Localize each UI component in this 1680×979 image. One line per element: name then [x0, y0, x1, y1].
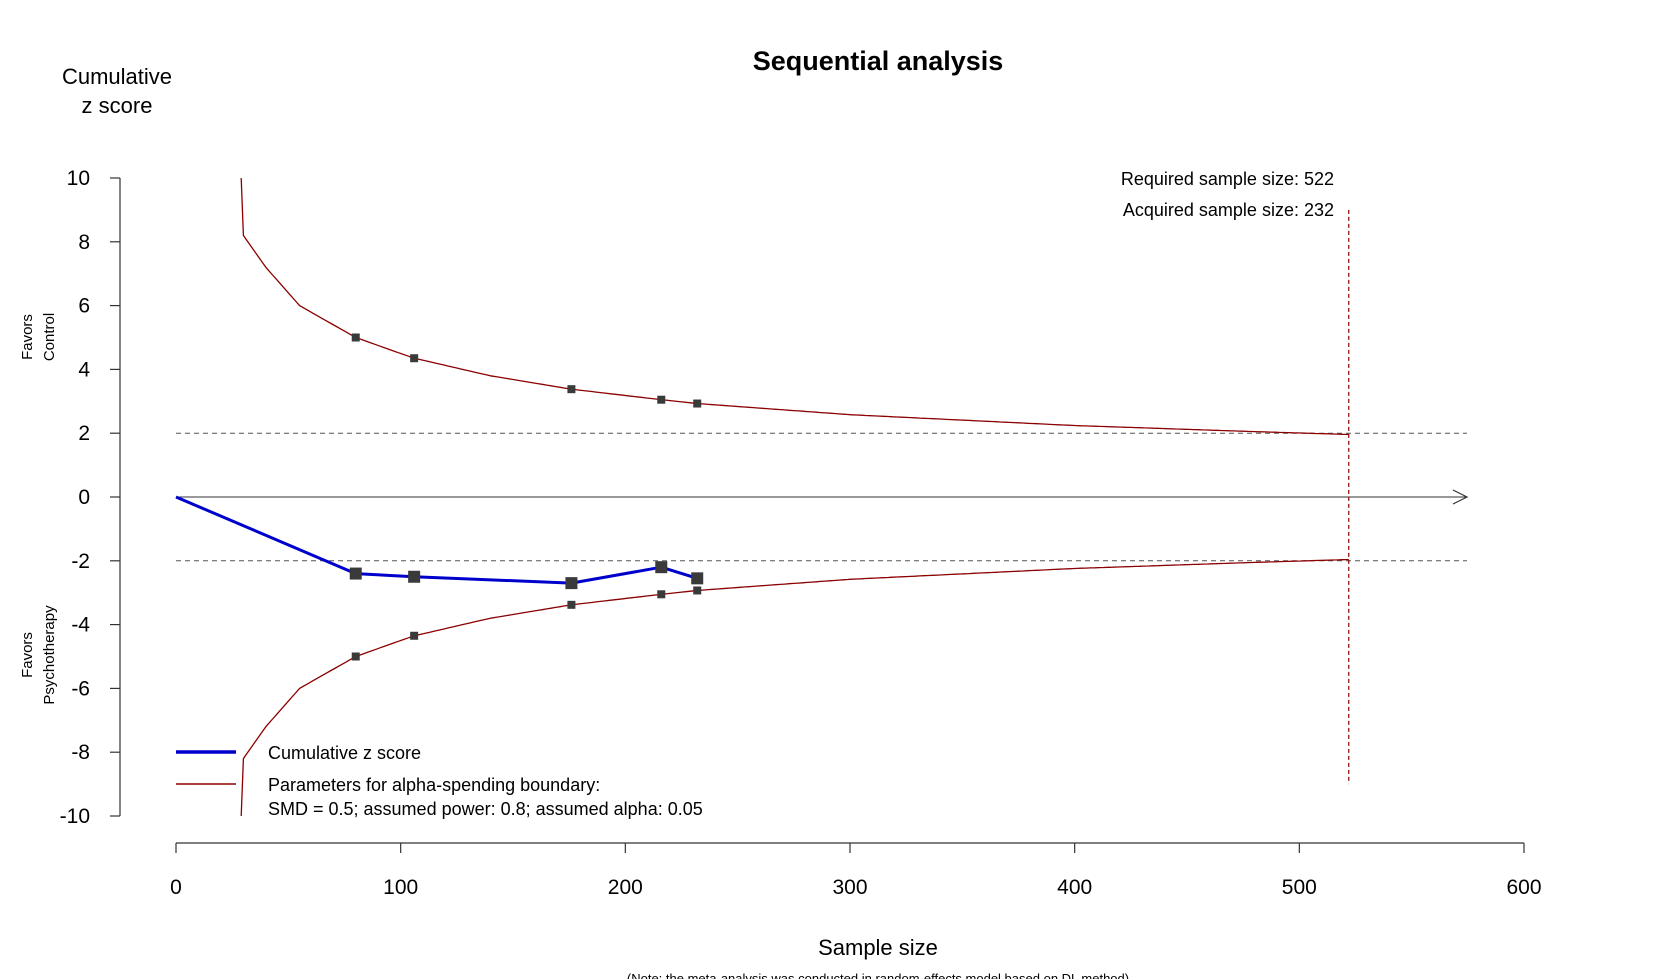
chart-title: Sequential analysis	[753, 46, 1004, 76]
y-tick-label: -2	[71, 550, 90, 573]
plot-area: 10 8 6 4 2 0 -2 -4 -6 -8 -10 0 100 200 300 400 500 600	[60, 167, 1542, 899]
favors-psychotherapy-label-line-2: Psychotherapy	[41, 605, 58, 705]
cumulative-z-score-point	[408, 570, 421, 583]
y-tick-label: -10	[60, 805, 90, 828]
y-tick-label: -6	[71, 677, 90, 700]
zero-line-arrowhead	[1452, 489, 1469, 505]
legend-boundary-label-line-2: SMD = 0.5; assumed power: 0.8; assumed a…	[268, 799, 703, 819]
lower-boundary-marker	[410, 631, 419, 640]
acquired-sample-size-text: Acquired sample size: 232	[1123, 200, 1334, 220]
lower-boundary-marker	[567, 600, 576, 609]
y-tick-label: -8	[71, 741, 90, 764]
legend-cumulative-label: Cumulative z score	[268, 743, 421, 763]
y-tick-label: 8	[78, 231, 90, 254]
favors-psychotherapy-label-line-1: Favors	[19, 632, 36, 678]
favors-control-label-line-1: Favors	[19, 314, 36, 360]
y-axis-title-line-1: Cumulative	[62, 64, 172, 89]
y-axis-title-line-2: z score	[82, 93, 153, 118]
lower-boundary-marker	[351, 652, 360, 661]
cumulative-z-score-point	[349, 567, 362, 580]
x-tick-label: 0	[170, 876, 182, 899]
y-tick-label: -4	[71, 614, 90, 637]
cumulative-z-score-point	[691, 572, 704, 585]
favors-control-label-line-2: Control	[41, 313, 58, 361]
x-tick-label: 300	[832, 876, 867, 899]
y-tick-label: 0	[78, 486, 90, 509]
cumulative-z-score-line	[175, 495, 698, 585]
x-tick-label: 200	[608, 876, 643, 899]
upper-boundary-marker	[693, 399, 702, 408]
x-axis-title: Sample size	[818, 935, 938, 960]
upper-boundary-marker	[410, 354, 419, 363]
y-tick-label: 6	[78, 295, 90, 318]
cumulative-z-score-point	[655, 561, 668, 574]
y-tick-label: 2	[78, 422, 90, 445]
lower-boundary-marker	[693, 586, 702, 595]
legend-boundary-label-line-1: Parameters for alpha-spending boundary:	[268, 775, 600, 795]
method-note: (Note: the meta-analysis was conducted i…	[627, 971, 1129, 979]
y-tick-label: 4	[78, 358, 90, 381]
y-tick-label: 10	[67, 167, 90, 190]
x-tick-label: 100	[383, 876, 418, 899]
x-tick-label: 400	[1057, 876, 1092, 899]
lower-boundary-marker	[657, 590, 666, 599]
upper-boundary-marker	[351, 333, 360, 342]
upper-boundary-marker	[657, 395, 666, 404]
x-tick-label: 500	[1282, 876, 1317, 899]
cumulative-z-score-point	[565, 577, 578, 590]
x-tick-label: 600	[1506, 876, 1541, 899]
upper-boundary-marker	[567, 385, 576, 394]
legend: Cumulative z score Parameters for alpha-…	[176, 743, 703, 819]
required-sample-size-text: Required sample size: 522	[1121, 169, 1334, 189]
